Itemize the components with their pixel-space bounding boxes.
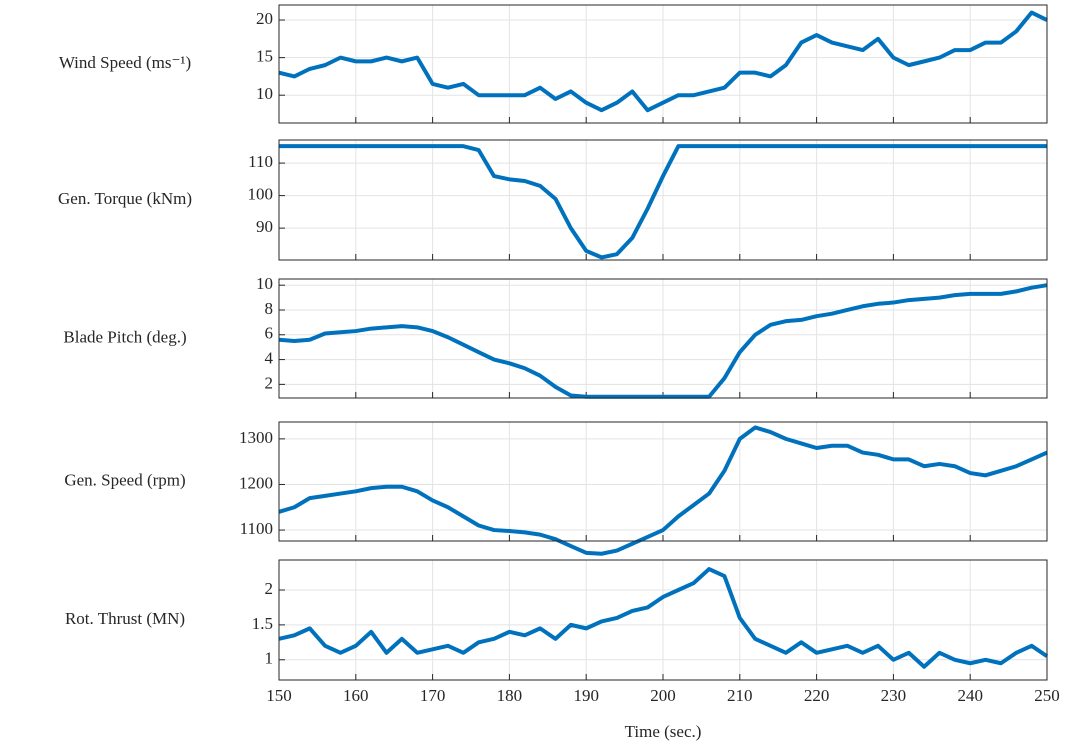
y-axis-label: Gen. Speed (rpm) [64, 470, 185, 489]
x-tick-label: 220 [804, 686, 830, 705]
y-axis-label: Rot. Thrust (MN) [65, 609, 185, 628]
data-line [278, 283, 1048, 399]
y-tick-label: 2 [265, 579, 274, 598]
x-tick-label: 190 [573, 686, 599, 705]
x-tick-label: 170 [420, 686, 446, 705]
data-line [278, 567, 1049, 669]
x-tick-label: 240 [957, 686, 983, 705]
x-tick-label: 230 [881, 686, 907, 705]
y-tick-label: 10 [256, 84, 273, 103]
y-tick-label: 90 [256, 217, 273, 236]
x-tick-label: 250 [1034, 686, 1060, 705]
y-tick-label: 1 [265, 649, 274, 668]
y-tick-label: 6 [265, 324, 274, 343]
data-line [278, 425, 1048, 556]
x-tick-label: 180 [497, 686, 523, 705]
plot-frame [278, 421, 1048, 542]
x-axis-label: Time (sec.) [625, 722, 702, 741]
y-tick-label: 110 [248, 152, 273, 171]
plot-frame [278, 559, 1048, 681]
x-tick-label: 210 [727, 686, 753, 705]
y-tick-label: 1200 [239, 473, 273, 492]
y-tick-label: 1.5 [252, 614, 273, 633]
plot-frame [278, 278, 1048, 399]
x-tick-label: 150 [266, 686, 292, 705]
y-tick-label: 10 [256, 274, 273, 293]
y-tick-label: 8 [265, 299, 274, 318]
data-line [279, 144, 1047, 260]
plot-frame [278, 4, 1048, 124]
y-tick-label: 2 [265, 373, 274, 392]
y-axis-label: Blade Pitch (deg.) [63, 327, 186, 346]
y-tick-label: 100 [248, 185, 274, 204]
plot-frame [278, 139, 1048, 261]
x-tick-label: 160 [343, 686, 369, 705]
data-line [278, 10, 1048, 113]
y-axis-label: Wind Speed (ms⁻¹) [59, 53, 191, 72]
y-axis-label: Gen. Torque (kNm) [58, 189, 192, 208]
y-tick-label: 15 [256, 47, 273, 66]
x-tick-label: 200 [650, 686, 676, 705]
y-tick-label: 4 [265, 348, 274, 367]
y-tick-label: 1100 [240, 519, 273, 538]
y-tick-label: 1300 [239, 428, 273, 447]
y-tick-label: 20 [256, 9, 273, 28]
